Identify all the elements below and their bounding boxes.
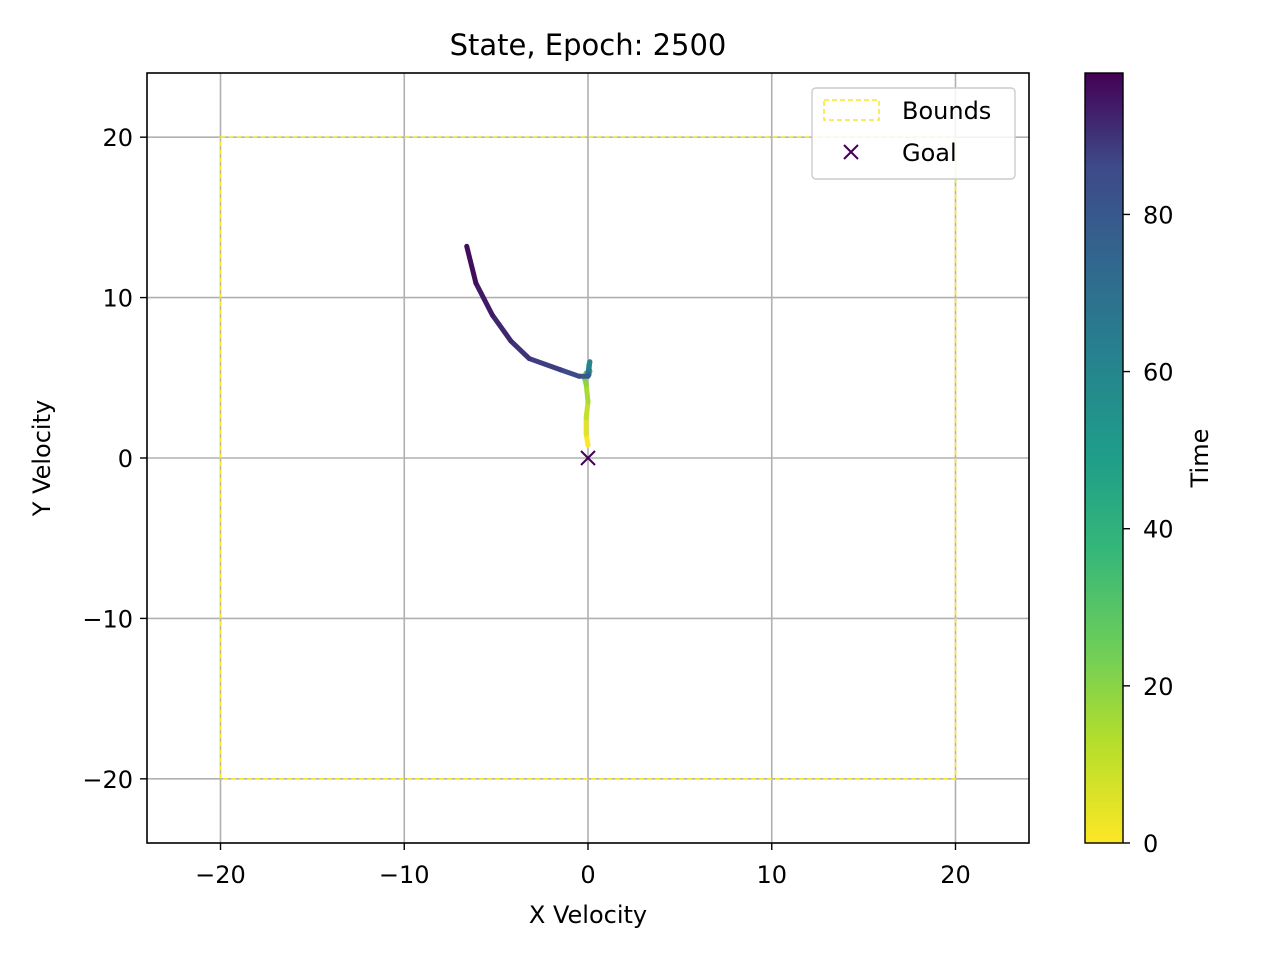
trajectory-segment-3 [583, 381, 591, 405]
colorbar-frame [1084, 72, 1124, 844]
legend-box [811, 87, 1016, 180]
goal-marker-b [580, 450, 596, 466]
colorbar-tick-label-4: 80 [1143, 201, 1174, 229]
trajectory-segment-20 [489, 312, 514, 344]
x-axis-label: X Velocity [529, 901, 647, 929]
y-axis-label: Y Velocity [28, 400, 56, 517]
trajectory-segment-17 [557, 367, 582, 379]
chart-title: State, Epoch: 2500 [450, 28, 727, 62]
y-axis-ticks: −20 −10 0 10 20 [82, 124, 147, 794]
legend-goal-label: Goal [902, 139, 957, 167]
legend-goal-marker [843, 144, 859, 160]
colorbar-tick-label-2: 40 [1143, 516, 1174, 544]
trajectory-segment-19 [508, 338, 532, 362]
y-tick-label-3: 10 [102, 285, 133, 313]
colorbar-gradient [1085, 73, 1123, 843]
trajectory-segment-22 [464, 243, 479, 286]
x-tick-label-1: −10 [379, 861, 430, 889]
x-tick-label-4: 20 [940, 861, 971, 889]
colorbar-tick-label-1: 20 [1143, 673, 1174, 701]
x-axis-ticks: −20 −10 0 10 20 [195, 843, 971, 889]
legend-bounds-swatch [823, 99, 880, 121]
y-tick-label-1: −10 [82, 605, 133, 633]
x-tick-label-3: 10 [756, 861, 787, 889]
trajectory-segment-21 [473, 280, 495, 318]
colorbar-label: Time [1186, 429, 1214, 489]
trajectory-segment-18 [526, 356, 563, 373]
colorbar-tick-label-0: 0 [1143, 830, 1158, 858]
y-tick-label-4: 20 [102, 124, 133, 152]
x-tick-label-2: 0 [580, 861, 595, 889]
legend-bounds-label: Bounds [902, 97, 991, 125]
bounds-outline [219, 136, 957, 780]
colorbar-tick-label-3: 60 [1143, 359, 1174, 387]
legend: Bounds Goal [811, 87, 1016, 180]
y-tick-label-2: 0 [118, 445, 133, 473]
y-tick-label-0: −20 [82, 766, 133, 794]
trajectory-segment-2 [583, 399, 591, 421]
goal-marker-group [580, 450, 596, 466]
colorbar-ticks: 0 20 40 60 80 [1123, 201, 1174, 858]
x-tick-label-0: −20 [195, 861, 246, 889]
legend-goal-x-b [843, 144, 859, 160]
bounds-rect [219, 136, 957, 780]
trajectory-series [464, 243, 593, 448]
colorbar: 0 20 40 60 80 Time [1084, 72, 1214, 858]
